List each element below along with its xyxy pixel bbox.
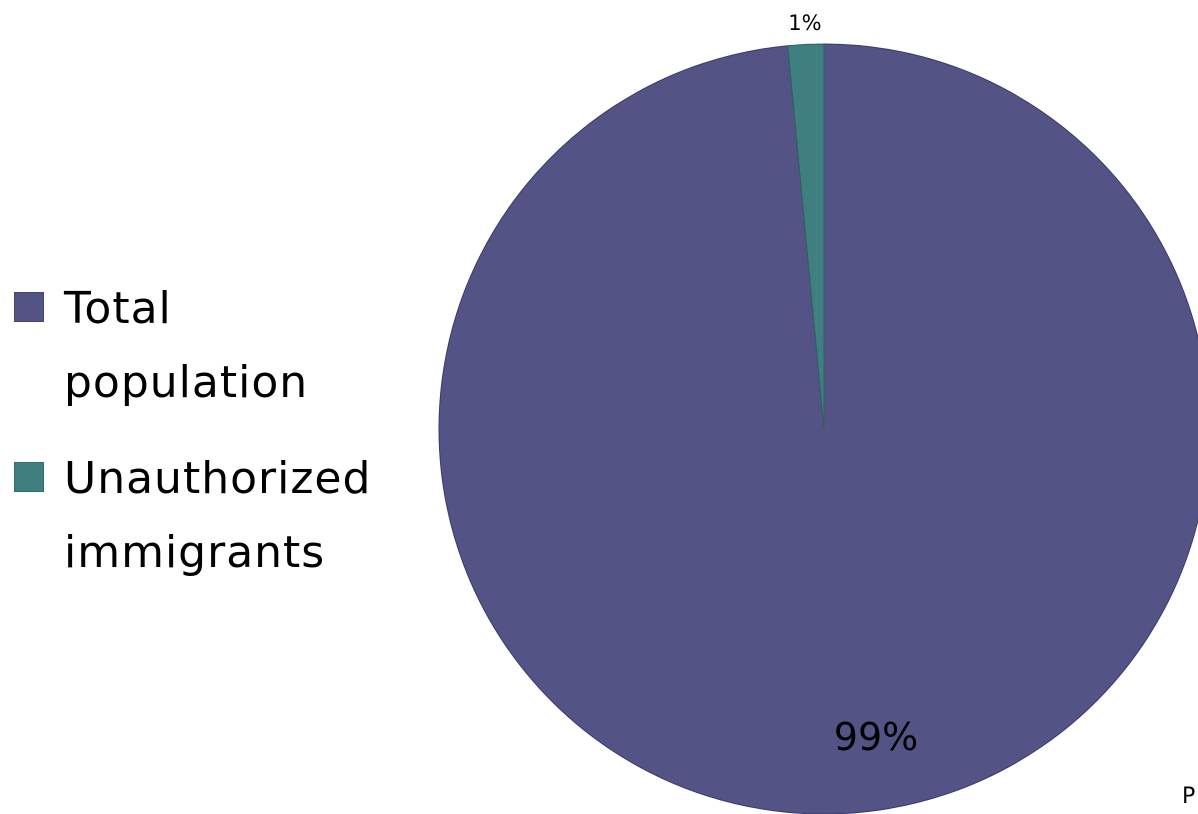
legend: Total population Unauthorized immigrants: [14, 272, 414, 612]
legend-swatch-unauthorized-immigrants: [14, 462, 44, 492]
legend-label-unauthorized-immigrants: Unauthorized immigrants: [64, 453, 372, 578]
footer-text: P: [1182, 784, 1196, 809]
legend-swatch-total-population: [14, 292, 44, 322]
legend-item-unauthorized-immigrants: Unauthorized immigrants: [14, 442, 414, 590]
slice-unauthorized-immigrants: [787, 43, 825, 430]
slice-label-total-population: 99%: [834, 715, 918, 759]
legend-item-total-population: Total population: [14, 272, 414, 420]
legend-label-total-population: Total population: [64, 283, 309, 408]
slice-label-unauthorized-immigrants: 1%: [788, 11, 821, 35]
